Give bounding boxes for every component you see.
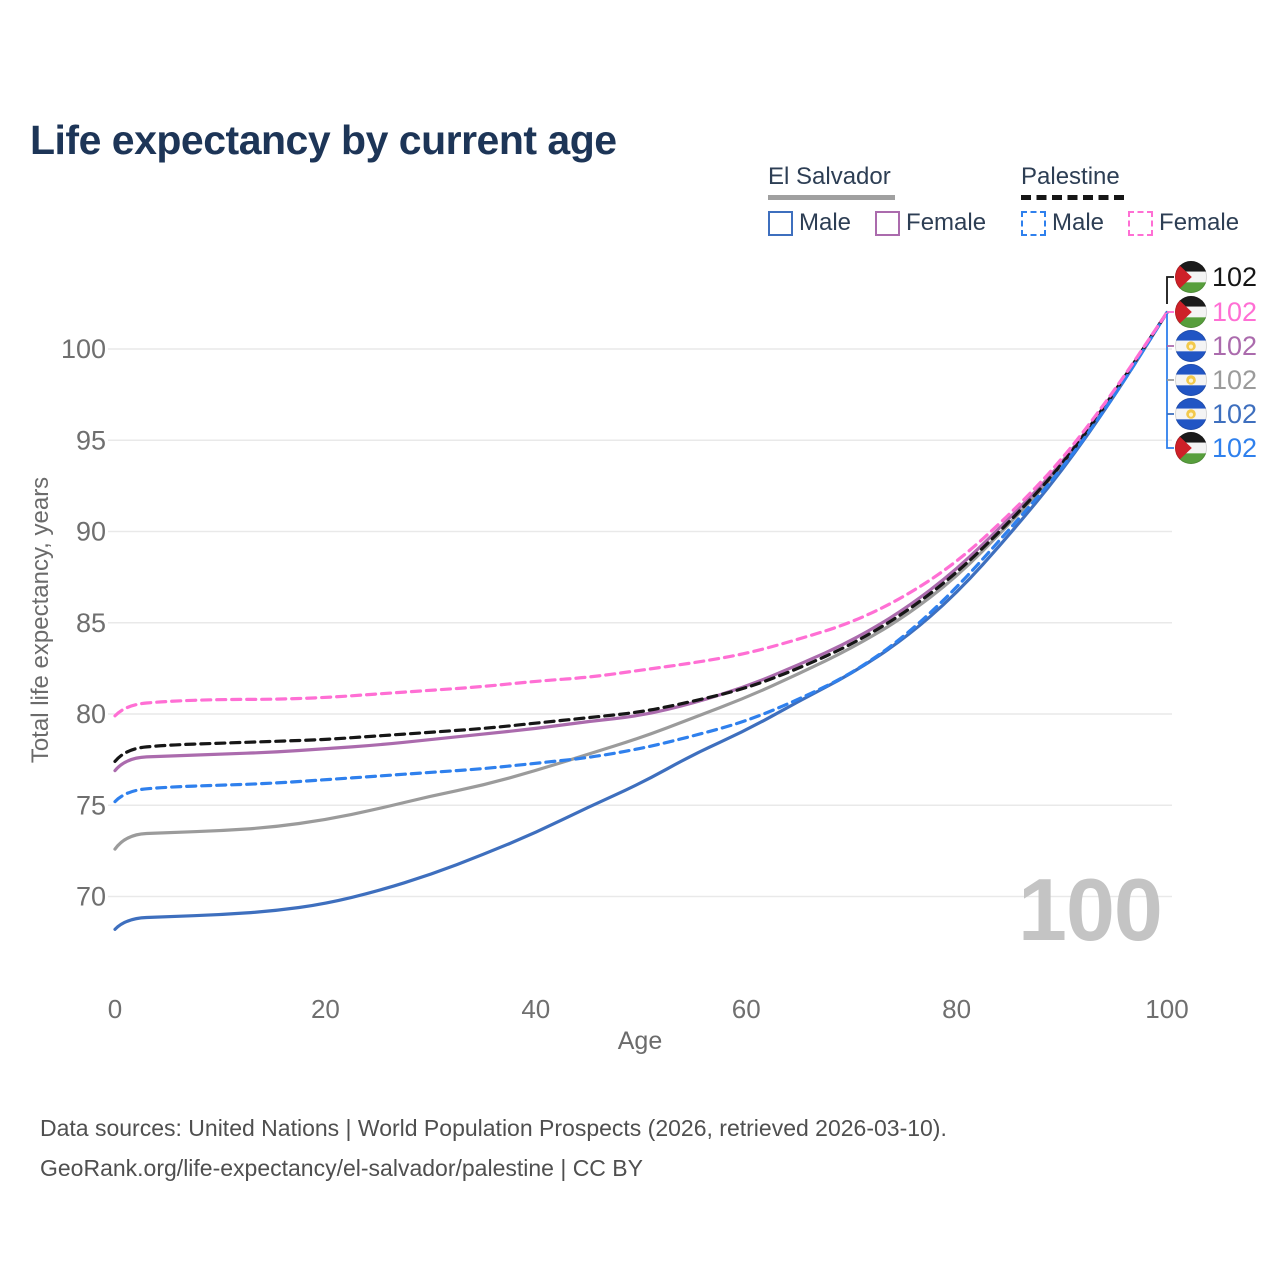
- end-labels: 102 102 102 102 102 102: [1174, 260, 1257, 465]
- x-axis-title: Age: [618, 1027, 662, 1055]
- end-label-row: 102: [1174, 329, 1257, 363]
- end-label-row: 102: [1174, 431, 1257, 465]
- legend-item-el-salvador-male[interactable]: Male: [768, 209, 851, 237]
- end-label-value: 102: [1212, 331, 1257, 361]
- legend-group-palestine: Palestine Male Female: [1021, 163, 1239, 237]
- end-label-row: 102: [1174, 295, 1257, 329]
- line-palestine-female: [113, 310, 1169, 718]
- line-palestine-male: [113, 310, 1169, 804]
- legend-swatch-el-salvador-female: [875, 210, 901, 236]
- legend-row-palestine: Male Female: [1021, 209, 1239, 237]
- end-label-row: 102: [1174, 260, 1257, 294]
- end-label-value: 102: [1212, 399, 1257, 429]
- y-tick-label-70: 70: [76, 882, 106, 912]
- y-axis-tick-labels: 70 75 80 85 90 95 100: [61, 334, 106, 912]
- end-label-connectors: [1166, 276, 1174, 449]
- legend-label-el-salvador-female: Female: [906, 209, 987, 236]
- x-tick-label-100: 100: [1145, 994, 1188, 1024]
- legend-label-el-salvador-male: Male: [799, 209, 852, 236]
- legend-swatch-el-salvador-male: [768, 210, 793, 236]
- legend-underline-palestine: [1021, 195, 1124, 200]
- legend-label-palestine-female: Female: [1159, 209, 1240, 236]
- end-label-value: 102: [1212, 297, 1257, 327]
- y-tick-label-100: 100: [61, 334, 106, 364]
- legend-item-palestine-female[interactable]: Female: [1128, 209, 1239, 237]
- x-tick-label-60: 60: [732, 994, 761, 1024]
- line-palestine-both-sexes: [113, 310, 1169, 763]
- x-tick-label-0: 0: [108, 994, 122, 1024]
- legend-item-el-salvador-female[interactable]: Female: [875, 209, 986, 237]
- flag-el-salvador-icon: [1174, 363, 1208, 397]
- legend-label-palestine-male: Male: [1052, 209, 1105, 236]
- watermark-age-100: 100: [1018, 860, 1163, 959]
- line-el-salvador-both-sexes: [113, 310, 1169, 851]
- y-tick-label-75: 75: [76, 790, 106, 820]
- line-el-salvador-female: [113, 310, 1169, 773]
- connector-top: [1166, 276, 1174, 304]
- footer-attribution: GeoRank.org/life-expectancy/el-salvador/…: [40, 1155, 643, 1181]
- end-label-value: 102: [1212, 365, 1257, 395]
- flag-palestine-icon: [1174, 260, 1208, 294]
- end-label-row: 102: [1174, 363, 1257, 397]
- flag-el-salvador-icon: [1174, 397, 1208, 431]
- x-tick-label-80: 80: [942, 994, 971, 1024]
- flag-palestine-icon: [1174, 431, 1208, 465]
- end-label-row: 102: [1174, 397, 1257, 431]
- legend-group-el-salvador: El Salvador Male Female: [768, 163, 986, 237]
- legend-country-palestine: Palestine: [1021, 163, 1120, 190]
- footer-data-sources: Data sources: United Nations | World Pop…: [40, 1115, 947, 1141]
- end-label-value: 102: [1212, 262, 1257, 292]
- y-axis-title: Total life expectancy, years: [27, 477, 54, 763]
- legend-swatch-palestine-male: [1021, 210, 1046, 236]
- x-tick-label-20: 20: [311, 994, 340, 1024]
- end-label-value: 102: [1212, 433, 1257, 463]
- page-title: Life expectancy by current age: [30, 117, 617, 164]
- footer: Data sources: United Nations | World Pop…: [40, 1108, 947, 1188]
- legend-item-palestine-male[interactable]: Male: [1021, 209, 1104, 237]
- y-tick-label-90: 90: [76, 517, 106, 547]
- y-tick-label-80: 80: [76, 699, 106, 729]
- gridlines: [108, 348, 1172, 898]
- x-tick-label-40: 40: [521, 994, 550, 1024]
- legend-row-el-salvador: Male Female: [768, 209, 986, 237]
- flag-palestine-icon: [1174, 295, 1208, 329]
- line-el-salvador-male: [113, 310, 1169, 931]
- x-axis-tick-labels: 0 20 40 60 80 100: [108, 994, 1189, 1024]
- legend-country-el-salvador: El Salvador: [768, 163, 891, 190]
- legend-underline-el-salvador: [768, 195, 895, 200]
- series-lines: [113, 310, 1169, 931]
- connector-bottom: [1166, 314, 1174, 449]
- y-tick-label-95: 95: [76, 425, 106, 455]
- flag-el-salvador-icon: [1174, 329, 1208, 363]
- legend-swatch-palestine-female: [1128, 210, 1154, 236]
- y-tick-label-85: 85: [76, 608, 106, 638]
